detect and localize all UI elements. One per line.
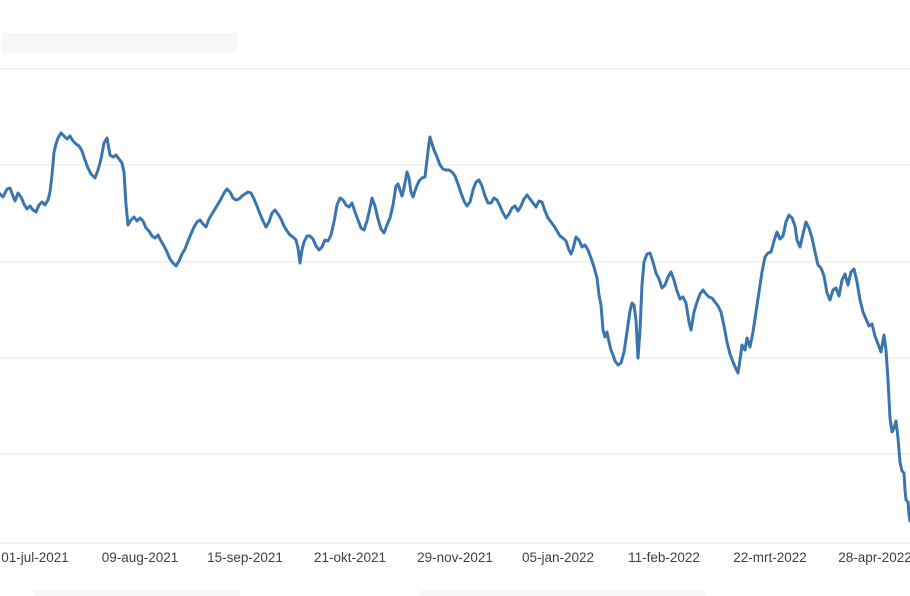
x-tick-label: 21-okt-2021 (314, 550, 386, 565)
x-tick-label: 29-nov-2021 (417, 550, 493, 565)
x-axis-labels: 01-jul-2021 09-aug-2021 15-sep-2021 21-okt-… (1, 550, 910, 565)
x-tick-label: 01-jul-2021 (1, 550, 69, 565)
x-tick-label: 05-jan-2022 (522, 550, 594, 565)
x-tick-label: 11-feb-2022 (628, 550, 700, 565)
faint-artifact (2, 33, 237, 53)
x-tick-label: 15-sep-2021 (207, 550, 283, 565)
x-tick-label: 09-aug-2021 (102, 550, 179, 565)
faint-artifact (35, 590, 240, 596)
price-line-series[interactable] (0, 131, 910, 523)
faint-artifacts (2, 33, 705, 596)
x-tick-label: 28-apr-2022 (838, 550, 910, 565)
x-tick-label: 22-mrt-2022 (733, 550, 807, 565)
faint-artifact (420, 590, 705, 596)
horizontal-gridlines (0, 68, 910, 544)
